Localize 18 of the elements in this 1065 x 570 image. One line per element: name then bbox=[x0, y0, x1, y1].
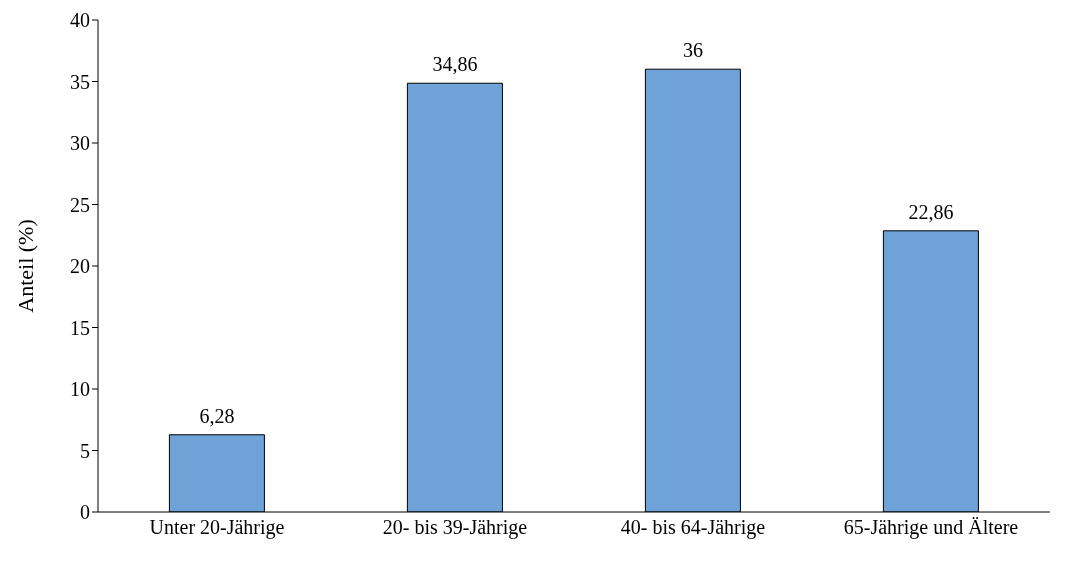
y-tick-label: 0 bbox=[80, 501, 90, 524]
y-tick-label: 25 bbox=[70, 193, 90, 216]
data-label: 36 bbox=[682, 39, 703, 62]
data-label: 6,28 bbox=[199, 404, 235, 427]
x-tick-label: Unter 20-Jährige bbox=[149, 516, 285, 540]
y-axis-title: Anteil (%) bbox=[12, 219, 38, 313]
x-tick-label: 65-Jährige und Ältere bbox=[843, 516, 1019, 540]
x-tick-label: 20- bis 39-Jährige bbox=[382, 516, 528, 540]
y-tick-label: 10 bbox=[70, 378, 90, 401]
y-tick-label: 35 bbox=[70, 70, 90, 93]
y-tick-label: 20 bbox=[70, 255, 90, 278]
data-label: 22,86 bbox=[908, 200, 954, 223]
data-label: 34,86 bbox=[432, 53, 478, 76]
y-tick-label: 30 bbox=[70, 132, 90, 155]
y-tick-label: 40 bbox=[70, 9, 90, 32]
x-tick-label: 40- bis 64-Jährige bbox=[620, 516, 766, 540]
y-tick-label: 5 bbox=[80, 439, 90, 462]
y-tick-label: 15 bbox=[70, 316, 90, 339]
